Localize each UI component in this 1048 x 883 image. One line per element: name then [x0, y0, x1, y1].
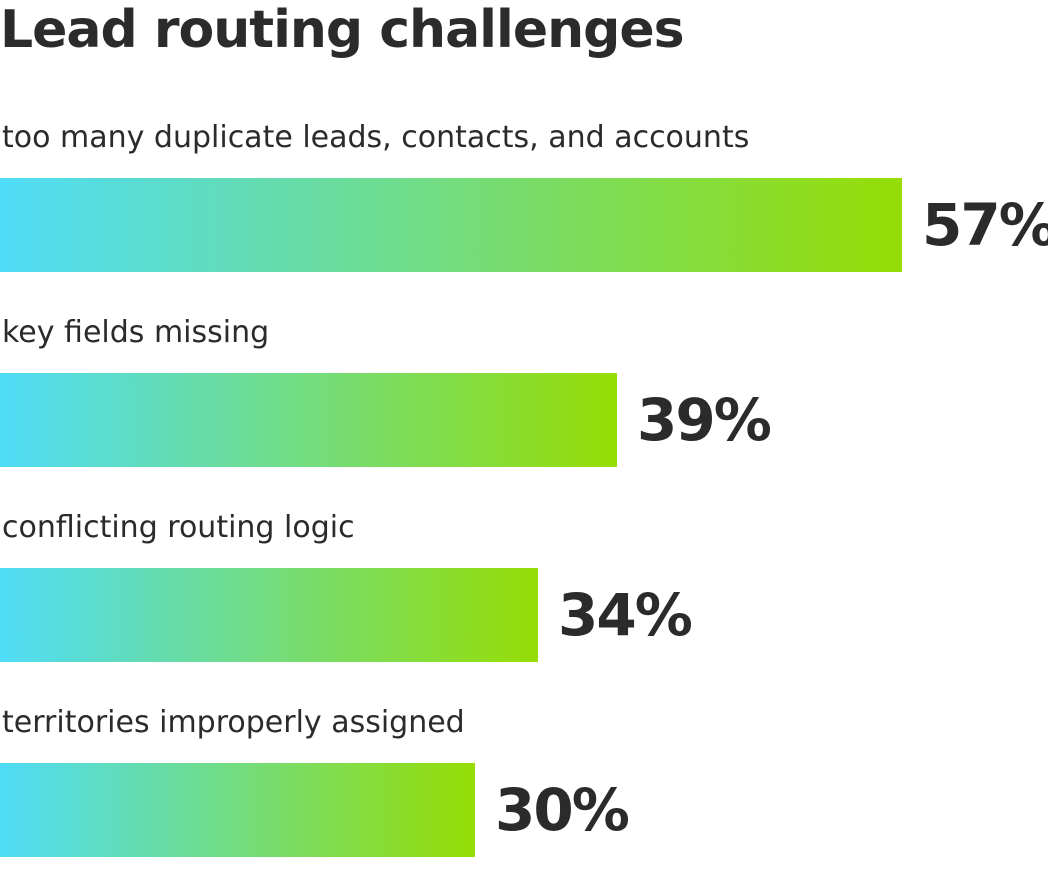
bar-label: too many duplicate leads, contacts, and …: [2, 120, 750, 155]
bar-group: conflicting routing logic 34%: [0, 508, 1048, 688]
bar-value-label: 39%: [637, 386, 772, 454]
bar-value-label: 30%: [495, 776, 630, 844]
bar: [0, 373, 617, 467]
bar-value-label: 34%: [558, 581, 693, 649]
bar-group: key fields missing 39%: [0, 313, 1048, 493]
bar: [0, 178, 902, 272]
bar: [0, 568, 538, 662]
bar-value-label: 57%: [922, 191, 1048, 259]
bar-group: too many duplicate leads, contacts, and …: [0, 118, 1048, 298]
chart-title: Lead routing challenges: [0, 0, 685, 60]
bar-label: key fields missing: [2, 315, 270, 350]
bar-group: territories improperly assigned 30%: [0, 703, 1048, 883]
bar: [0, 763, 475, 857]
bar-label: territories improperly assigned: [2, 705, 465, 740]
bar-label: conflicting routing logic: [2, 510, 355, 545]
